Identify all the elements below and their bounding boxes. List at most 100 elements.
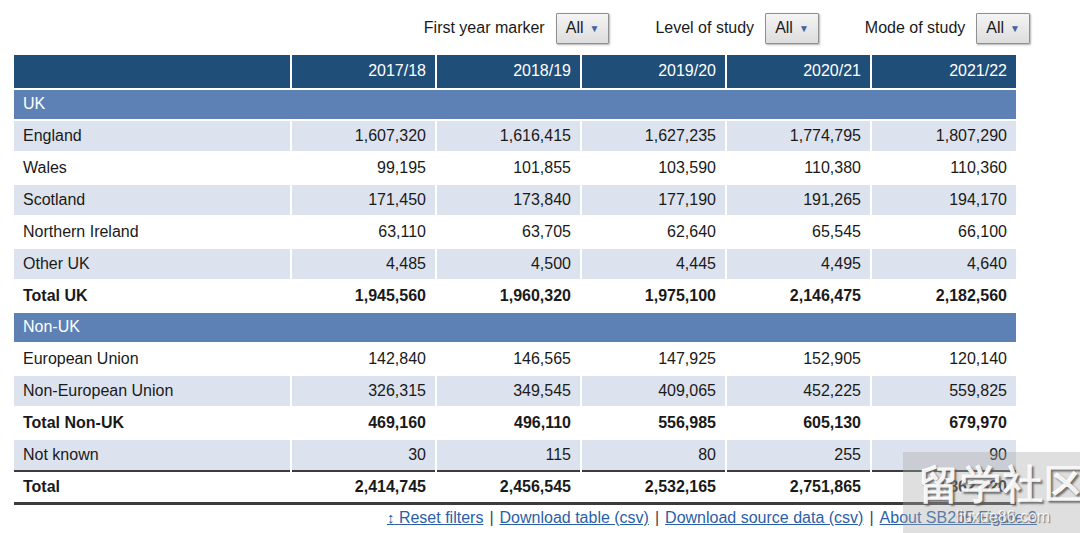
cell-value: 2,146,475: [726, 280, 871, 312]
link-separator: |: [489, 509, 493, 526]
cell-value: 103,590: [581, 152, 726, 184]
cell-value: 177,190: [581, 184, 726, 216]
cell-value: 469,160: [291, 407, 436, 439]
mode-of-study-dropdown[interactable]: All ▼: [976, 13, 1030, 44]
column-header: 2020/21: [726, 55, 871, 89]
row-label: Total Non-UK: [14, 407, 291, 439]
cell-value: 2,862,620: [871, 471, 1016, 504]
table-row: Northern Ireland63,11063,70562,64065,545…: [14, 216, 1016, 248]
chevron-down-icon: ▼: [1010, 24, 1020, 34]
cell-value: 496,110: [436, 407, 581, 439]
table-row: England1,607,3201,616,4151,627,2351,774,…: [14, 120, 1016, 152]
table-row: Non-European Union326,315349,545409,0654…: [14, 375, 1016, 407]
table-row: European Union142,840146,565147,925152,9…: [14, 343, 1016, 375]
cell-value: 63,110: [291, 216, 436, 248]
cell-value: 559,825: [871, 375, 1016, 407]
table-header-row: 2017/18 2018/19 2019/20 2020/21 2021/22: [14, 55, 1016, 89]
cell-value: 349,545: [436, 375, 581, 407]
row-label: Northern Ireland: [14, 216, 291, 248]
cell-value: 4,495: [726, 248, 871, 280]
download-source-data-link[interactable]: Download source data (csv): [665, 509, 863, 526]
total-row: Total Non-UK469,160496,110556,985605,130…: [14, 407, 1016, 439]
student-enrolment-table: 2017/18 2018/19 2019/20 2020/21 2021/22 …: [14, 55, 1016, 505]
cell-value: 2,751,865: [726, 471, 871, 504]
row-label: England: [14, 120, 291, 152]
cell-value: 63,705: [436, 216, 581, 248]
cell-value: 99,195: [291, 152, 436, 184]
cell-value: 255: [726, 439, 871, 471]
dropdown-value: All: [775, 19, 793, 37]
cell-value: 146,565: [436, 343, 581, 375]
filter-label: Mode of study: [865, 19, 966, 37]
cell-value: 1,616,415: [436, 120, 581, 152]
cell-value: 2,456,545: [436, 471, 581, 504]
row-label: Wales: [14, 152, 291, 184]
first-year-marker-dropdown[interactable]: All ▼: [556, 13, 610, 44]
column-header: 2021/22: [871, 55, 1016, 89]
cell-value: 191,265: [726, 184, 871, 216]
cell-value: 1,975,100: [581, 280, 726, 312]
cell-value: 4,445: [581, 248, 726, 280]
link-separator: |: [655, 509, 659, 526]
level-of-study-dropdown[interactable]: All ▼: [765, 13, 819, 44]
cell-value: 1,607,320: [291, 120, 436, 152]
table-row: Scotland171,450173,840177,190191,265194,…: [14, 184, 1016, 216]
column-header: 2019/20: [581, 55, 726, 89]
row-label: Scotland: [14, 184, 291, 216]
section-label: UK: [14, 89, 1016, 120]
chevron-down-icon: ▼: [589, 24, 599, 34]
filter-bar: First year marker All ▼ Level of study A…: [0, 8, 1030, 48]
cell-value: 605,130: [726, 407, 871, 439]
cell-value: 80: [581, 439, 726, 471]
about-figure-link[interactable]: About SB265 Figure 9: [880, 509, 1037, 526]
cell-value: 2,414,745: [291, 471, 436, 504]
cell-value: 1,774,795: [726, 120, 871, 152]
row-label: Total UK: [14, 280, 291, 312]
table-row: Not known301158025590: [14, 439, 1016, 471]
cell-value: 110,360: [871, 152, 1016, 184]
section-header-row: UK: [14, 89, 1016, 120]
row-label: Non-European Union: [14, 375, 291, 407]
dropdown-value: All: [986, 19, 1004, 37]
cell-value: 1,945,560: [291, 280, 436, 312]
corner-cell: [14, 55, 291, 89]
cell-value: 65,545: [726, 216, 871, 248]
row-label: European Union: [14, 343, 291, 375]
filter-mode-of-study: Mode of study All ▼: [865, 13, 1030, 44]
section-label: Non-UK: [14, 312, 1016, 343]
cell-value: 4,500: [436, 248, 581, 280]
total-row: Total2,414,7452,456,5452,532,1652,751,86…: [14, 471, 1016, 504]
cell-value: 452,225: [726, 375, 871, 407]
filter-first-year-marker: First year marker All ▼: [424, 13, 610, 44]
cell-value: 90: [871, 439, 1016, 471]
cell-value: 66,100: [871, 216, 1016, 248]
cell-value: 556,985: [581, 407, 726, 439]
cell-value: 1,627,235: [581, 120, 726, 152]
row-label: Other UK: [14, 248, 291, 280]
cell-value: 110,380: [726, 152, 871, 184]
section-header-row: Non-UK: [14, 312, 1016, 343]
total-row: Total UK1,945,5601,960,3201,975,1002,146…: [14, 280, 1016, 312]
cell-value: 194,170: [871, 184, 1016, 216]
cell-value: 142,840: [291, 343, 436, 375]
cell-value: 1,960,320: [436, 280, 581, 312]
cell-value: 679,970: [871, 407, 1016, 439]
column-header: 2018/19: [436, 55, 581, 89]
download-table-link[interactable]: Download table (csv): [500, 509, 649, 526]
updown-arrow-icon: ↕: [387, 509, 395, 526]
filter-label: Level of study: [655, 19, 754, 37]
cell-value: 120,140: [871, 343, 1016, 375]
cell-value: 115: [436, 439, 581, 471]
cell-value: 173,840: [436, 184, 581, 216]
reset-filters-link[interactable]: ↕ Reset filters: [387, 509, 483, 526]
table-row: Other UK4,4854,5004,4454,4954,640: [14, 248, 1016, 280]
cell-value: 152,905: [726, 343, 871, 375]
filter-level-of-study: Level of study All ▼: [655, 13, 818, 44]
cell-value: 4,485: [291, 248, 436, 280]
row-label: Not known: [14, 439, 291, 471]
link-separator: |: [869, 509, 873, 526]
cell-value: 2,182,560: [871, 280, 1016, 312]
dropdown-value: All: [566, 19, 584, 37]
cell-value: 326,315: [291, 375, 436, 407]
row-label: Total: [14, 471, 291, 504]
